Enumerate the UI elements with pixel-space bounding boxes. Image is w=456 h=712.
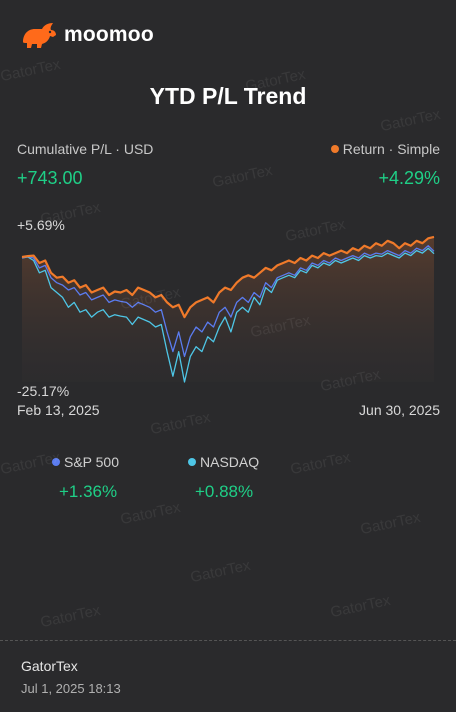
watermark: GatorTex bbox=[210, 161, 274, 192]
nasdaq-label: NASDAQ bbox=[200, 454, 260, 470]
brand-logo: moomoo bbox=[20, 20, 154, 50]
y-min-label: -25.17% bbox=[17, 383, 70, 399]
watermark: GatorTex bbox=[288, 448, 352, 479]
nasdaq-dot-icon bbox=[188, 458, 196, 466]
cumulative-pl-value: +743.00 bbox=[17, 168, 83, 188]
watermark: GatorTex bbox=[358, 508, 422, 539]
x-start-label: Feb 13, 2025 bbox=[17, 402, 100, 418]
return-area bbox=[22, 236, 434, 382]
x-end-label: Jun 30, 2025 bbox=[359, 402, 440, 418]
watermark: GatorTex bbox=[38, 601, 102, 632]
return-label-text: Return · Simple bbox=[342, 141, 440, 157]
watermark: GatorTex bbox=[148, 408, 212, 439]
return-label: Return · Simple bbox=[330, 141, 440, 157]
timestamp: Jul 1, 2025 18:13 bbox=[21, 681, 121, 696]
watermark: GatorTex bbox=[38, 198, 102, 229]
watermark: GatorTex bbox=[188, 556, 252, 587]
page-title: YTD P/L Trend bbox=[149, 83, 307, 109]
watermark: GatorTex bbox=[0, 448, 62, 479]
brand-name: moomoo bbox=[64, 23, 154, 46]
return-dot-icon bbox=[330, 145, 339, 153]
y-max-label: +5.69% bbox=[17, 217, 65, 233]
watermark: GatorTex bbox=[118, 498, 182, 529]
series-line-nasdaq bbox=[21, 247, 435, 383]
watermark: GatorTex bbox=[328, 591, 392, 622]
bull-icon bbox=[23, 23, 56, 48]
footer-divider bbox=[0, 640, 456, 641]
return-value: +4.29% bbox=[378, 168, 440, 188]
username: GatorTex bbox=[21, 658, 78, 674]
legend-sp500: S&P 500 bbox=[52, 454, 119, 470]
trend-chart bbox=[21, 235, 435, 383]
cumulative-pl-label: Cumulative P/L · USD bbox=[17, 141, 154, 157]
watermark: GatorTex bbox=[378, 105, 442, 136]
series-line-s-p-500 bbox=[21, 245, 435, 358]
sp500-dot-icon bbox=[52, 458, 60, 466]
sp500-value: +1.36% bbox=[59, 482, 118, 501]
legend-nasdaq: NASDAQ bbox=[188, 454, 259, 470]
nasdaq-value: +0.88% bbox=[195, 482, 254, 501]
sp500-label: S&P 500 bbox=[64, 454, 120, 470]
series-line-return bbox=[21, 235, 435, 319]
share-card: moomoo YTD P/L Trend Cumulative P/L · US… bbox=[0, 20, 442, 632]
watermark: GatorTex bbox=[0, 55, 62, 86]
